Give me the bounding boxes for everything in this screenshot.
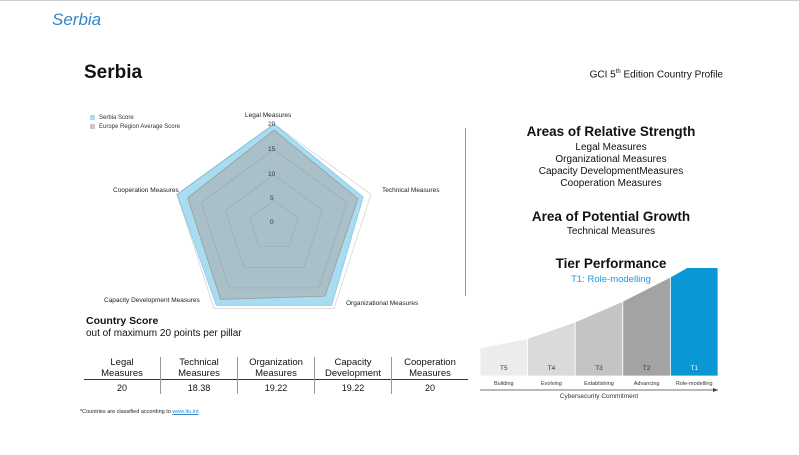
legend-item-europe: Europe Region Average Score: [90, 122, 180, 131]
tier-name-label: Establishing: [584, 381, 614, 387]
tier-title: Tier Performance: [555, 256, 667, 271]
strength-item: Legal Measures: [575, 142, 647, 153]
country-score-title: Country Score: [86, 315, 159, 327]
commitment-axis-label: Cybersecurity Commitment: [560, 393, 639, 400]
col-header-cooperation: Cooperation Measures: [404, 357, 456, 379]
axis-label-cooperation: Cooperation Measures: [113, 187, 179, 194]
score-technical: 18.38: [160, 379, 238, 394]
radar-chart: [176, 123, 372, 309]
col-header-legal: Legal Measures: [84, 357, 161, 380]
grid-ring: [225, 174, 323, 268]
axis-label-technical: Technical Measures: [382, 187, 440, 194]
strength-item: Organizational Measures: [555, 154, 667, 165]
score-organization: 19.22: [237, 379, 315, 394]
tier-code-label: T1: [690, 365, 698, 372]
series-europe-area: [187, 129, 359, 300]
strength-item: Capacity DevelopmentMeasures: [538, 166, 684, 177]
score-cooperation: 20: [391, 379, 468, 394]
itu-link[interactable]: www.itu.int: [172, 409, 199, 415]
score-table-header: Legal Measures Technical Measures Organiza…: [84, 357, 468, 380]
grid-ring: [249, 200, 299, 247]
legend-swatch-serbia: [90, 115, 95, 120]
legend-item-serbia: Serbia Score: [90, 113, 180, 122]
legend-swatch-europe: [90, 124, 95, 129]
col-header-capacity: Capacity Development: [314, 357, 392, 380]
tick-10: 10: [268, 171, 276, 178]
page-title: Serbia: [84, 62, 143, 83]
tier-code-label: T3: [595, 365, 603, 372]
tick-20: 20: [268, 121, 276, 128]
score-table-row: 20 18.38 19.22 19.22 20: [84, 379, 468, 394]
tier-name-label: Role-modelling: [676, 381, 713, 387]
tier-name-label: Advancing: [634, 381, 660, 387]
tier-segment-t2: [622, 276, 671, 377]
axis-label-legal: Legal Measures: [245, 112, 292, 119]
edition-label: GCI 5th Edition Country Profile: [589, 69, 723, 81]
grid-ring: [176, 123, 372, 309]
tier-name-label: Evolving: [541, 381, 562, 387]
col-header-technical: Technical Measures: [160, 357, 238, 380]
tick-15: 15: [268, 146, 276, 153]
tier-code-label: T2: [643, 365, 651, 372]
header-title: Serbia: [52, 10, 102, 29]
tier-segment-t1: [669, 268, 719, 377]
tier-code-label: T5: [500, 365, 508, 372]
vertical-divider: [465, 128, 466, 296]
col-header-organization: Organization Measures: [237, 357, 315, 380]
growth-item: Technical Measures: [566, 226, 656, 237]
grid-ring: [200, 149, 348, 289]
tick-5: 5: [270, 195, 274, 202]
arrow-right-icon: [713, 388, 718, 392]
chart-legend: Serbia Score Europe Region Average Score: [90, 113, 180, 131]
score-table: Legal Measures Technical Measures Organiza…: [84, 357, 468, 394]
country-score-subtitle: out of maximum 20 points per pillar: [86, 328, 242, 339]
tier-subtitle: T1: Role-modelling: [571, 274, 651, 285]
footnote: *Countries are classified according to w…: [80, 409, 199, 415]
tier-name-label: Building: [494, 381, 514, 387]
score-legal: 20: [84, 379, 161, 394]
tier-performance-chart: T5 Building T4 Evolving T3 Establishing T2 Adva…: [479, 268, 719, 400]
tier-code-label: T4: [548, 365, 556, 372]
tick-0: 0: [270, 219, 274, 226]
axis-label-capacity: Capacity Development Measures: [104, 297, 200, 304]
top-divider: [0, 0, 799, 1]
axis-label-organizational: Organizational Measures: [346, 300, 419, 307]
strength-item: Cooperation Measures: [560, 178, 662, 189]
growth-title: Area of Potential Growth: [531, 209, 691, 224]
strength-title: Areas of Relative Strength: [526, 124, 696, 139]
score-capacity: 19.22: [314, 379, 392, 394]
